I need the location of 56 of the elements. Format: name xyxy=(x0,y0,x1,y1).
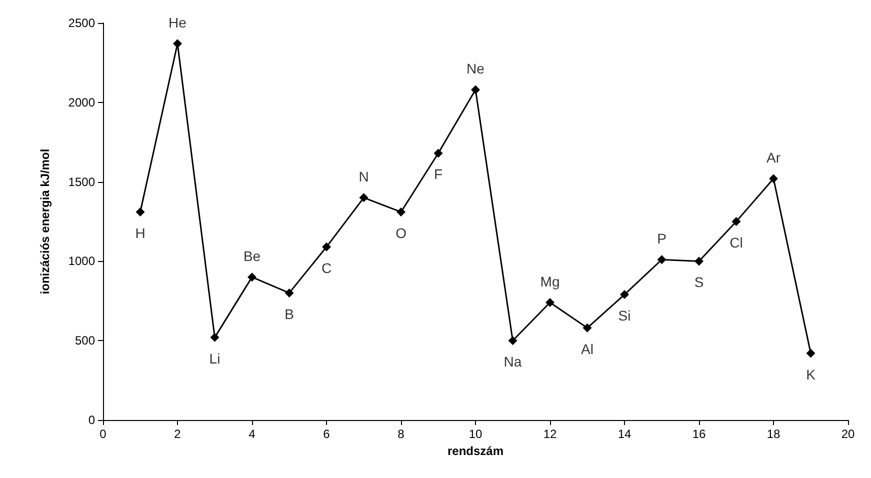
x-tick-label: 16 xyxy=(692,427,706,441)
y-tick-label: 1500 xyxy=(68,174,96,189)
annotation: Ar xyxy=(766,150,781,166)
annotation: Mg xyxy=(540,273,560,290)
annotation: H xyxy=(135,224,146,241)
point xyxy=(471,85,480,94)
point xyxy=(136,207,145,216)
annotation: S xyxy=(694,274,704,290)
annotation: F xyxy=(434,166,443,182)
annotation: B xyxy=(284,306,294,322)
annotation: C xyxy=(321,260,332,276)
point xyxy=(620,290,629,300)
point xyxy=(657,255,666,264)
point xyxy=(434,148,443,158)
point xyxy=(582,323,592,332)
point xyxy=(546,298,554,307)
x-axis-title: rendszám xyxy=(447,444,504,458)
annotation: P xyxy=(657,230,666,247)
x-tick-label: 2 xyxy=(174,427,182,441)
annotation: Na xyxy=(504,354,522,370)
x-tick-label: 18 xyxy=(766,427,780,441)
x-tick-label: 4 xyxy=(248,427,256,441)
y-tick-label: 2500 xyxy=(68,16,96,30)
x-tick-label: 8 xyxy=(398,427,405,441)
point xyxy=(694,256,704,266)
annotation: Si xyxy=(618,308,631,324)
x-tick-label: 0 xyxy=(100,427,107,441)
point xyxy=(284,288,294,298)
y-tick-label: 1000 xyxy=(68,254,96,268)
point xyxy=(396,207,406,216)
annotation: N xyxy=(358,168,369,185)
x-tick-label: 10 xyxy=(468,427,482,441)
y-axis-title: ionizációs energia kJ/mol xyxy=(38,148,52,294)
annotation: Li xyxy=(209,350,220,366)
y-tick-label: 0 xyxy=(88,413,96,427)
x-tick-label: 20 xyxy=(841,427,855,441)
annotation: K xyxy=(806,366,816,382)
annotation: O xyxy=(396,224,407,241)
y-tick-label: 500 xyxy=(74,334,96,348)
point xyxy=(508,336,518,346)
x-tick-label: 12 xyxy=(543,427,557,441)
annotation: Be xyxy=(243,248,261,264)
point xyxy=(210,332,220,342)
annotation: Cl xyxy=(730,234,743,250)
point xyxy=(806,348,816,358)
annotation: Al xyxy=(581,340,594,357)
annotation: Ne xyxy=(466,60,485,77)
x-tick-label: 6 xyxy=(323,427,330,441)
point xyxy=(248,272,256,282)
y-tick-label: 2000 xyxy=(68,95,96,110)
x-tick-label: 14 xyxy=(618,427,632,441)
point xyxy=(769,174,778,184)
point xyxy=(322,242,331,252)
annotation: He xyxy=(168,14,187,31)
point xyxy=(359,193,368,202)
point xyxy=(732,217,741,226)
